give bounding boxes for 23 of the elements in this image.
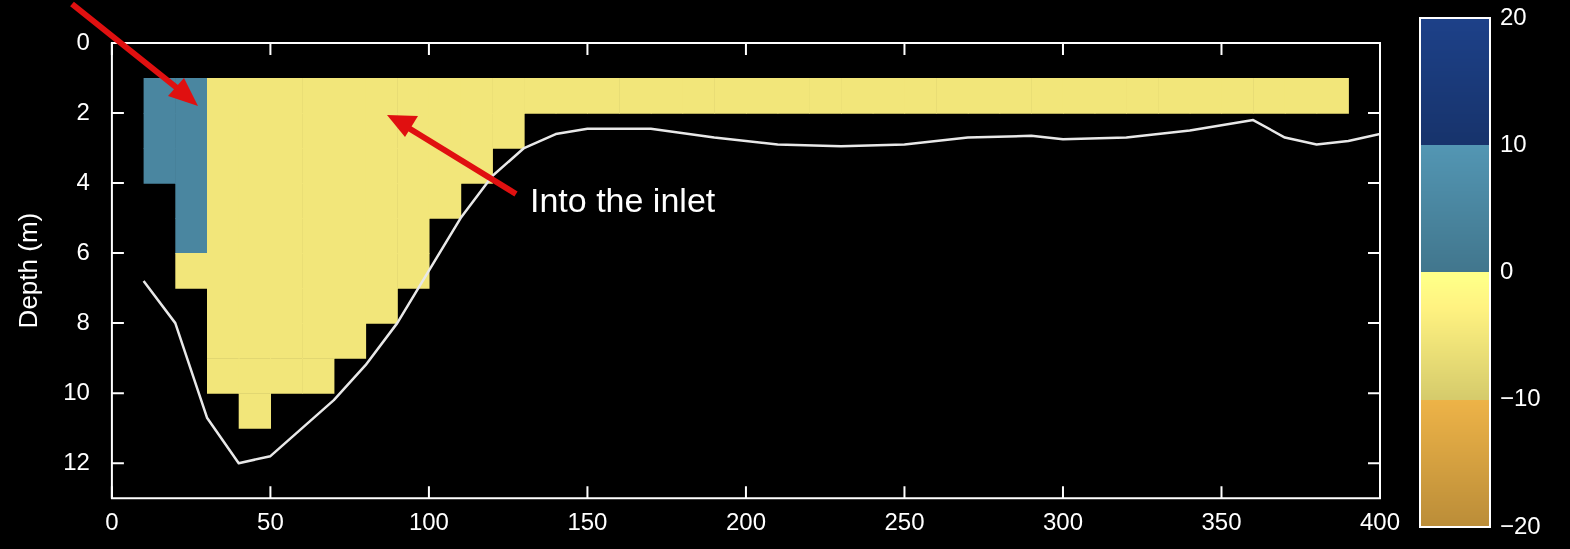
annotation: Into the inlet xyxy=(530,181,716,220)
x-tick-label: 0 xyxy=(105,508,119,536)
y-tick-label: 12 xyxy=(63,447,90,475)
x-tick-label: 250 xyxy=(884,508,925,536)
color-bar-label: 0 xyxy=(1500,257,1514,285)
x-tick-label: 100 xyxy=(408,508,449,536)
x-tick-label: 400 xyxy=(1359,508,1401,536)
y-axis-title: Depth (m) xyxy=(12,212,43,329)
color-bar-label: −20 xyxy=(1500,511,1541,539)
x-tick-label: 350 xyxy=(1201,508,1242,536)
x-tick-label: 150 xyxy=(567,508,608,536)
y-tick-label: 6 xyxy=(76,237,90,265)
y-tick-label: 4 xyxy=(76,167,90,195)
y-tick-label: 10 xyxy=(63,377,90,405)
color-bar-label: 10 xyxy=(1500,129,1527,157)
x-tick-label: 50 xyxy=(257,508,284,536)
y-tick-label: 0 xyxy=(76,27,90,55)
color-bar-label: 20 xyxy=(1500,2,1527,30)
color-bar-label: −10 xyxy=(1500,384,1541,412)
y-tick-label: 2 xyxy=(76,97,90,125)
x-tick-label: 200 xyxy=(725,508,766,536)
y-tick-label: 8 xyxy=(76,307,90,335)
x-tick-label: 300 xyxy=(1042,508,1083,536)
